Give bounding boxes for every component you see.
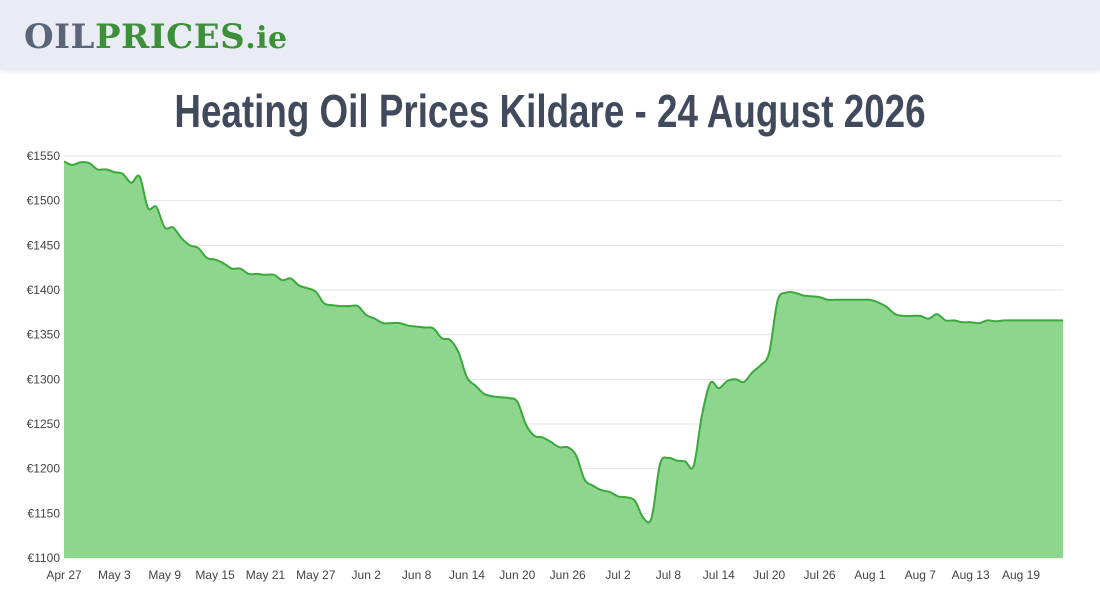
data-point[interactable]: Jun 13: €1330 xyxy=(454,348,464,358)
data-point[interactable]: Jun 15: €1293 xyxy=(470,381,480,391)
y-tick-label: €1550 xyxy=(27,149,61,163)
data-point[interactable]: Aug 11: €1366 xyxy=(949,315,959,325)
x-tick-label: Jun 8 xyxy=(402,568,432,582)
x-tick-label: Jul 26 xyxy=(804,568,836,582)
data-point[interactable]: Jul 15: €1298 xyxy=(722,376,732,386)
x-tick-label: Aug 7 xyxy=(905,568,937,582)
data-point[interactable]: Jun 14: €1302 xyxy=(462,373,472,383)
data-point[interactable]: May 14: €1436 xyxy=(202,253,212,263)
data-point[interactable]: Jun 22: €1237 xyxy=(529,431,539,441)
page-title: Heating Oil Prices Kildare - 24 August 2… xyxy=(174,85,926,137)
data-point[interactable]: May 6: €1527 xyxy=(135,172,145,182)
data-point[interactable]: Aug 4: €1373 xyxy=(890,309,900,319)
data-point[interactable]: May 10: €1470 xyxy=(168,222,178,232)
data-point[interactable]: Jul 6: €1145 xyxy=(647,513,657,523)
data-point[interactable]: Jul 7: €1205 xyxy=(655,459,665,469)
data-point[interactable]: Aug 24: €1366 xyxy=(1058,315,1068,325)
data-point[interactable]: Apr 30: €1542 xyxy=(84,158,94,168)
y-tick-label: €1500 xyxy=(27,194,61,208)
logo-part-prices: PRICES xyxy=(94,17,246,57)
data-point[interactable]: May 5: €1520 xyxy=(126,178,136,188)
x-tick-label: Jun 14 xyxy=(449,568,485,582)
x-tick-label: Jun 26 xyxy=(550,568,586,582)
data-point[interactable]: Jul 12: €1260 xyxy=(697,410,707,420)
logo-part-domain: .ie xyxy=(245,21,288,56)
x-tick-label: Aug 1 xyxy=(854,568,886,582)
y-tick-label: €1100 xyxy=(28,551,61,565)
site-logo[interactable]: OILPRICES.ie xyxy=(24,14,288,62)
data-point[interactable]: May 22: €1417 xyxy=(269,270,279,280)
data-point[interactable]: May 13: €1447 xyxy=(193,243,203,253)
data-point[interactable]: Jul 19: €1316 xyxy=(756,360,766,370)
site-header: OILPRICES.ie xyxy=(0,0,1100,70)
data-point[interactable]: May 27: €1398 xyxy=(311,287,321,297)
data-point[interactable]: Jun 1: €1382 xyxy=(353,301,363,311)
x-tick-label: May 15 xyxy=(195,568,235,582)
data-point[interactable]: Jun 21: €1250 xyxy=(521,419,531,429)
y-tick-label: €1350 xyxy=(27,328,61,342)
price-area-fill xyxy=(64,161,1063,558)
x-tick-label: May 9 xyxy=(148,568,181,582)
y-tick-label: €1300 xyxy=(27,372,61,386)
y-axis: €1100 €1150 €1200 €1250 €1300 €1350 €1400 €1450… xyxy=(27,149,61,565)
x-tick-label: May 3 xyxy=(98,568,131,582)
data-point[interactable]: May 28: €1385 xyxy=(319,298,329,308)
plot-area: Apr 27: €1544Apr 28: €1540Apr 29: €1543A… xyxy=(63,158,1068,558)
data-point[interactable]: May 16: €1430 xyxy=(219,258,229,268)
y-tick-label: €1400 xyxy=(27,283,61,297)
x-tick-label: Aug 13 xyxy=(952,568,990,582)
data-point[interactable]: May 11: €1458 xyxy=(177,233,187,243)
y-tick-label: €1200 xyxy=(27,462,61,476)
data-point[interactable]: Jun 10: €1357 xyxy=(428,323,438,333)
data-point[interactable]: Jul 13: €1296 xyxy=(705,378,715,388)
logo-part-oil: OIL xyxy=(24,17,95,57)
data-point[interactable]: Jun 30: €1176 xyxy=(596,485,606,495)
x-axis: Apr 27 May 3 May 9 May 15 May 21 May 27 Jun 2 J… xyxy=(46,568,1040,582)
data-point[interactable]: Jul 20: €1330 xyxy=(764,348,774,358)
x-tick-label: Apr 27 xyxy=(46,568,82,582)
data-point[interactable]: May 18: €1424 xyxy=(235,264,245,274)
data-point[interactable]: Jul 4: €1164 xyxy=(630,496,640,506)
y-tick-label: €1450 xyxy=(27,238,61,252)
x-tick-label: Jul 20 xyxy=(753,568,785,582)
data-point[interactable]: May 8: €1493 xyxy=(151,202,161,212)
x-tick-label: Aug 19 xyxy=(1002,568,1040,582)
data-point[interactable]: May 4: €1530 xyxy=(118,169,128,179)
data-point[interactable]: Jul 17: €1297 xyxy=(739,377,749,387)
data-point[interactable]: Jun 20: €1275 xyxy=(512,397,522,407)
data-point[interactable]: Jun 11: €1346 xyxy=(437,333,447,343)
data-point[interactable]: May 23: €1411 xyxy=(277,275,287,285)
data-point[interactable]: Jun 27: €1215 xyxy=(571,450,581,460)
x-tick-label: Jul 8 xyxy=(656,568,682,582)
data-point[interactable]: Aug 3: €1381 xyxy=(882,302,892,312)
data-point[interactable]: Jun 26: €1224 xyxy=(563,442,573,452)
data-point[interactable]: May 3: €1532 xyxy=(109,167,119,177)
price-line xyxy=(63,160,1063,524)
data-point[interactable]: Jun 24: €1230 xyxy=(546,437,556,447)
data-point[interactable]: Jun 28: €1188 xyxy=(579,474,589,484)
y-tick-label: €1150 xyxy=(28,506,61,520)
x-tick-label: Jun 2 xyxy=(352,568,382,582)
y-tick-label: €1250 xyxy=(27,417,61,431)
data-point[interactable]: Jul 18: €1308 xyxy=(747,367,757,377)
data-point[interactable]: May 24: €1413 xyxy=(286,273,296,283)
x-tick-label: Jul 2 xyxy=(605,568,631,582)
x-tick-label: May 21 xyxy=(246,568,286,582)
data-point[interactable]: Jul 11: €1203 xyxy=(689,461,699,471)
data-point[interactable]: Aug 9: €1373 xyxy=(932,309,942,319)
data-point[interactable]: Jul 14: €1290 xyxy=(714,383,724,393)
x-tick-label: Jul 14 xyxy=(703,568,735,582)
data-point[interactable]: Jun 12: €1344 xyxy=(445,335,455,345)
x-tick-label: Jun 20 xyxy=(499,568,535,582)
data-point[interactable]: Jul 21: €1388 xyxy=(773,296,783,306)
x-tick-label: May 27 xyxy=(296,568,336,582)
